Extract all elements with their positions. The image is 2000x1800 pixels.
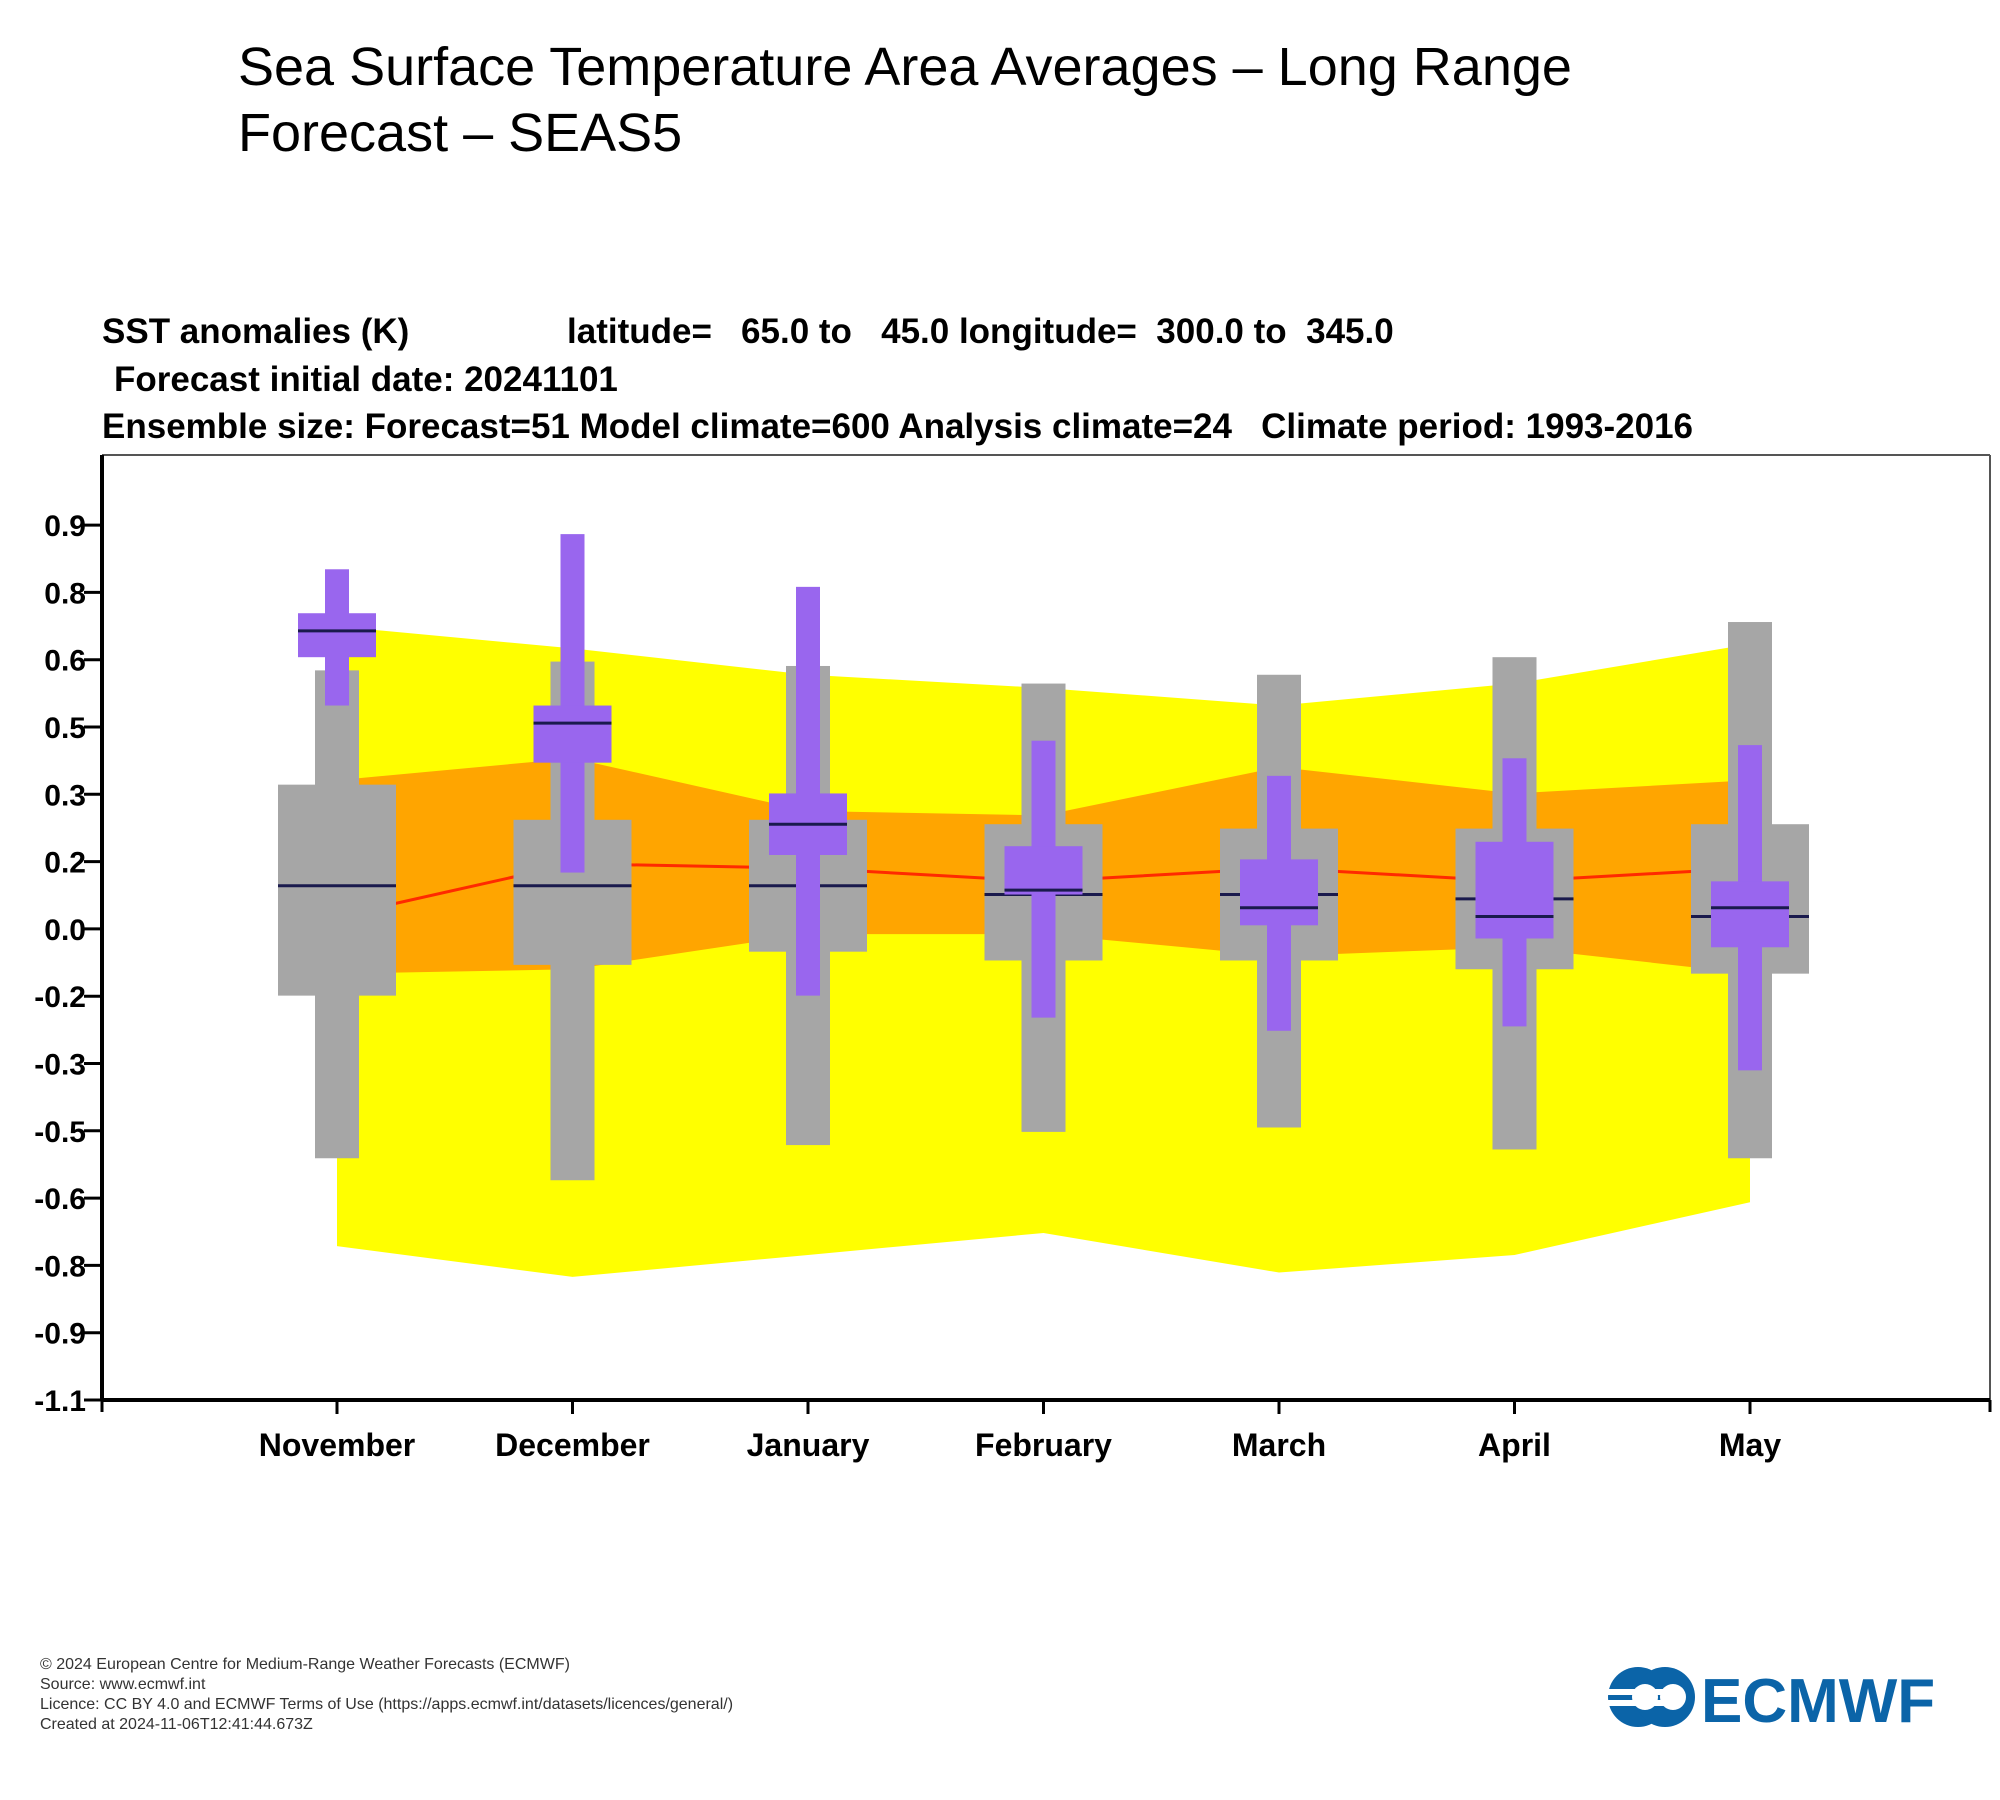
model-climate-box bbox=[278, 784, 396, 996]
y-tick-label: -0.6 bbox=[34, 1183, 86, 1216]
y-tick-label: -0.8 bbox=[34, 1250, 86, 1283]
forecast-box bbox=[1240, 859, 1318, 926]
footer-copyright: © 2024 European Centre for Medium-Range … bbox=[40, 1656, 570, 1673]
axes: -1.1 -0.9 -0.8 -0.6 -0.5 -0.3 -0.2 0.0 0.2 0.3 0.5… bbox=[34, 454, 1992, 1463]
chart-forecast-date: Forecast initial date: 20241101 bbox=[114, 360, 618, 399]
forecast-whisker bbox=[796, 586, 820, 996]
month-group-march bbox=[1220, 674, 1338, 1128]
month-group-february bbox=[984, 683, 1103, 1132]
x-tick-label-may: May bbox=[1719, 1427, 1781, 1463]
footer-source: Source: www.ecmwf.int bbox=[40, 1676, 206, 1693]
x-tick-label-december: December bbox=[495, 1427, 650, 1463]
x-tick-label-march: March bbox=[1232, 1427, 1326, 1463]
footer-licence: Licence: CC BY 4.0 and ECMWF Terms of Us… bbox=[40, 1696, 734, 1713]
y-tick-label: -0.9 bbox=[34, 1318, 86, 1351]
chart-ensemble-info: Ensemble size: Forecast=51 Model climate… bbox=[102, 407, 1693, 446]
x-tick-label-april: April bbox=[1478, 1427, 1551, 1463]
ecmwf-logo-text: ECMWF bbox=[1701, 1667, 1935, 1732]
y-tick-label: -0.3 bbox=[34, 1049, 86, 1082]
y-tick-label: -0.5 bbox=[34, 1116, 86, 1149]
y-tick-label: 0.3 bbox=[44, 779, 86, 812]
y-tick-label: -1.1 bbox=[34, 1385, 86, 1418]
y-tick-label: 0.8 bbox=[44, 577, 86, 610]
footer-created: Created at 2024-11-06T12:41:44.673Z bbox=[40, 1716, 313, 1733]
sst-chart: SST anomalies (K) latitude= 65.0 to 45.0… bbox=[34, 312, 1992, 1463]
forecast-box bbox=[1004, 846, 1083, 895]
footer: © 2024 European Centre for Medium-Range … bbox=[40, 1655, 733, 1735]
month-group-december bbox=[513, 534, 632, 1181]
month-group-may bbox=[1691, 622, 1809, 1159]
month-group-april bbox=[1455, 657, 1574, 1150]
plot-area bbox=[278, 534, 1809, 1277]
ecmwf-logo: ECMWF bbox=[1605, 1667, 1935, 1732]
forecast-box bbox=[1475, 841, 1554, 939]
y-tick-label: 0.5 bbox=[44, 712, 86, 745]
y-tick-label: -0.2 bbox=[34, 981, 86, 1014]
chart-quantity-label: SST anomalies (K) bbox=[102, 312, 409, 351]
forecast-box bbox=[298, 613, 376, 658]
y-tick-label: 0.2 bbox=[44, 847, 86, 880]
chart-region-label: latitude= 65.0 to 45.0 longitude= 300.0 … bbox=[567, 312, 1394, 351]
x-tick-label-february: February bbox=[975, 1427, 1112, 1463]
x-tick-label-january: January bbox=[747, 1427, 870, 1463]
page-title: Sea Surface Temperature Area Averages – … bbox=[238, 37, 1572, 163]
y-tick-label: 0.0 bbox=[44, 914, 86, 947]
month-group-november bbox=[278, 569, 396, 1159]
forecast-box bbox=[1711, 881, 1789, 948]
ecmwf-logo-mark bbox=[1605, 1667, 1695, 1727]
forecast-box bbox=[533, 705, 612, 763]
x-tick-label-november: November bbox=[259, 1427, 416, 1463]
month-group-january bbox=[749, 586, 867, 1146]
y-tick-label: 0.9 bbox=[44, 510, 86, 543]
forecast-whisker bbox=[560, 534, 585, 873]
y-tick-label: 0.6 bbox=[44, 645, 86, 678]
